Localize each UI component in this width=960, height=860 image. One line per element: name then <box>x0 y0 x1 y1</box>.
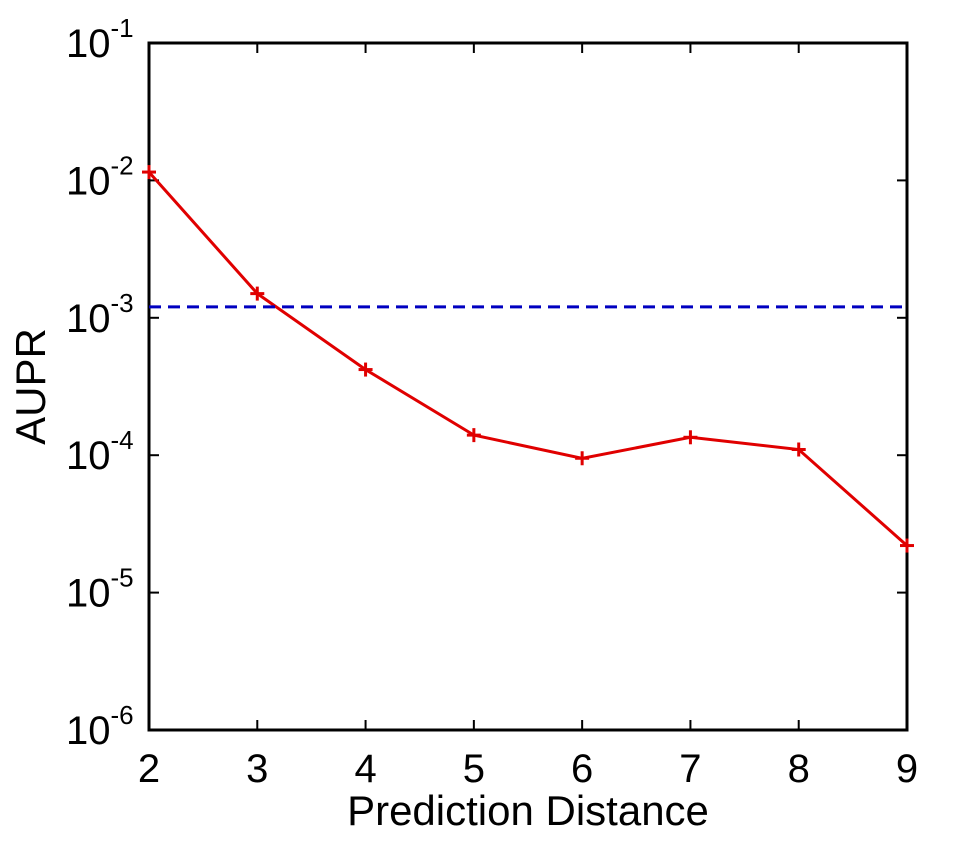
data-point-marker <box>791 442 806 457</box>
y-tick-label: 10-4 <box>66 425 134 478</box>
plot-area-border <box>147 41 909 732</box>
x-tick-label: 5 <box>463 747 485 791</box>
plot-frame <box>147 41 909 732</box>
x-tick-label: 2 <box>138 747 160 791</box>
y-tick-label: 10-1 <box>66 13 134 66</box>
x-axis-label: Prediction Distance <box>347 787 709 834</box>
y-axis-label: AUPR <box>7 328 54 445</box>
data-point-marker <box>900 538 914 553</box>
y-axis-ticks: 10-6 10-5 10-4 10-3 10-2 10-1 <box>66 13 907 753</box>
data-point-marker <box>250 286 265 301</box>
x-tick-label: 9 <box>896 747 918 791</box>
y-tick-label: 10-6 <box>66 700 134 753</box>
series-group <box>142 165 914 553</box>
y-tick-label: 10-3 <box>66 288 134 341</box>
data-point-marker <box>358 362 373 377</box>
data-point-marker <box>142 165 156 180</box>
data-point-marker <box>466 428 481 443</box>
y-tick-label: 10-5 <box>66 563 134 616</box>
y-tick-label: 10-2 <box>66 150 134 203</box>
x-axis-ticks: 2 3 4 5 6 7 8 9 <box>138 43 918 791</box>
aupr-series-line <box>147 171 908 547</box>
x-tick-label: 4 <box>354 747 376 791</box>
x-tick-label: 7 <box>679 747 701 791</box>
data-point-marker <box>683 430 698 445</box>
x-tick-label: 8 <box>788 747 810 791</box>
x-tick-label: 6 <box>571 747 593 791</box>
x-tick-label: 3 <box>246 747 268 791</box>
data-point-marker <box>575 451 590 466</box>
